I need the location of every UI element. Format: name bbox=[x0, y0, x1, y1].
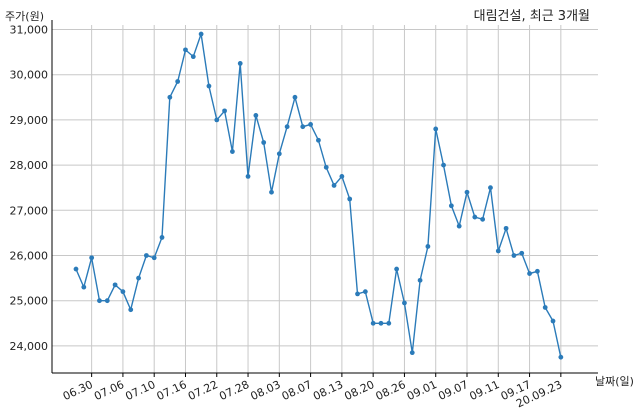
x-tick-label: 09.01 bbox=[405, 378, 439, 403]
y-tick-label: 24,000 bbox=[10, 340, 49, 353]
data-point bbox=[206, 83, 212, 89]
data-point bbox=[269, 189, 274, 195]
data-point bbox=[245, 174, 251, 179]
data-point bbox=[276, 151, 282, 157]
data-point bbox=[331, 183, 337, 188]
data-point bbox=[339, 174, 345, 179]
x-axis-label: 날짜(일) bbox=[595, 374, 634, 388]
data-point bbox=[534, 268, 540, 274]
data-point bbox=[190, 54, 196, 60]
data-point bbox=[120, 289, 126, 295]
y-tick-labels: 24,000 25,000 26,000 27,000 28,000 29,000 30,0… bbox=[10, 24, 49, 353]
data-point bbox=[198, 31, 204, 37]
data-point bbox=[81, 284, 87, 290]
data-point bbox=[128, 307, 134, 313]
data-point bbox=[175, 79, 181, 84]
data-point bbox=[214, 117, 220, 123]
data-point bbox=[136, 275, 141, 281]
data-point bbox=[370, 320, 376, 326]
data-point bbox=[542, 305, 548, 310]
data-point bbox=[237, 61, 243, 66]
data-point bbox=[183, 47, 188, 53]
data-point bbox=[112, 282, 118, 288]
x-tick-label: 07.16 bbox=[155, 378, 189, 403]
data-point bbox=[73, 266, 79, 272]
data-point bbox=[433, 126, 439, 132]
x-tick-label: 07.28 bbox=[217, 378, 251, 403]
data-point bbox=[143, 253, 149, 258]
data-point bbox=[222, 108, 227, 114]
x-tick-label: 07.06 bbox=[92, 378, 126, 403]
data-point bbox=[527, 271, 532, 276]
data-point bbox=[89, 255, 95, 261]
data-point bbox=[300, 124, 306, 130]
data-point bbox=[550, 318, 556, 324]
data-point bbox=[378, 320, 384, 326]
data-point bbox=[417, 277, 423, 283]
x-tick-label: 08.03 bbox=[249, 378, 283, 403]
axes bbox=[51, 20, 598, 377]
data-point bbox=[159, 235, 165, 240]
data-point bbox=[558, 354, 564, 360]
chart-title: 대림건설, 최근 3개월 bbox=[474, 9, 590, 24]
data-point bbox=[480, 216, 486, 222]
x-tick-label: 06.30 bbox=[61, 378, 95, 403]
data-point bbox=[441, 162, 446, 168]
data-point bbox=[402, 300, 407, 306]
y-tick-label: 28,000 bbox=[10, 159, 49, 172]
data-point bbox=[253, 112, 259, 118]
data-point bbox=[394, 266, 400, 272]
x-tick-labels: 06.3007.0607.1007.1607.2207.2808.0308.07… bbox=[61, 378, 564, 410]
data-point bbox=[472, 214, 478, 220]
x-tick-label: 08.26 bbox=[374, 378, 408, 403]
y-tick-label: 31,000 bbox=[10, 24, 49, 37]
grid-lines bbox=[52, 25, 598, 373]
data-point bbox=[503, 225, 509, 231]
y-tick-label: 27,000 bbox=[10, 204, 49, 217]
y-tick-label: 30,000 bbox=[10, 69, 49, 82]
data-point bbox=[97, 298, 102, 304]
data-point bbox=[511, 253, 517, 258]
data-point bbox=[488, 185, 493, 191]
data-point bbox=[464, 189, 470, 195]
data-point bbox=[308, 122, 313, 127]
price-series bbox=[73, 31, 564, 360]
data-point bbox=[456, 223, 462, 229]
y-tick-label: 29,000 bbox=[10, 114, 49, 127]
data-point bbox=[519, 250, 525, 256]
price-line bbox=[75, 33, 562, 358]
data-point bbox=[323, 164, 329, 170]
x-tick-label: 09.11 bbox=[468, 378, 502, 403]
x-tick-label: 08.20 bbox=[342, 378, 376, 403]
data-point bbox=[261, 140, 267, 145]
data-point bbox=[167, 94, 173, 100]
x-tick-label: 08.13 bbox=[311, 378, 345, 403]
data-point bbox=[347, 196, 353, 202]
x-tick-label: 09.07 bbox=[436, 378, 470, 403]
data-point bbox=[409, 350, 415, 356]
data-point bbox=[495, 248, 501, 254]
data-point bbox=[292, 94, 298, 100]
data-point bbox=[425, 244, 431, 249]
data-point bbox=[362, 289, 368, 295]
x-tick-label: 07.22 bbox=[186, 378, 220, 403]
data-point bbox=[316, 137, 321, 143]
y-axis-label: 주가(원) bbox=[5, 10, 44, 23]
y-tick-label: 26,000 bbox=[10, 249, 49, 262]
data-point bbox=[230, 149, 235, 154]
data-point bbox=[151, 255, 157, 261]
data-point bbox=[355, 291, 360, 297]
x-tick-label: 07.10 bbox=[123, 378, 157, 403]
y-tick-label: 25,000 bbox=[10, 295, 49, 308]
data-point bbox=[386, 320, 392, 326]
data-point bbox=[284, 124, 290, 130]
x-tick-label: 08.07 bbox=[280, 378, 314, 403]
data-point bbox=[448, 203, 454, 209]
data-point bbox=[104, 298, 110, 304]
